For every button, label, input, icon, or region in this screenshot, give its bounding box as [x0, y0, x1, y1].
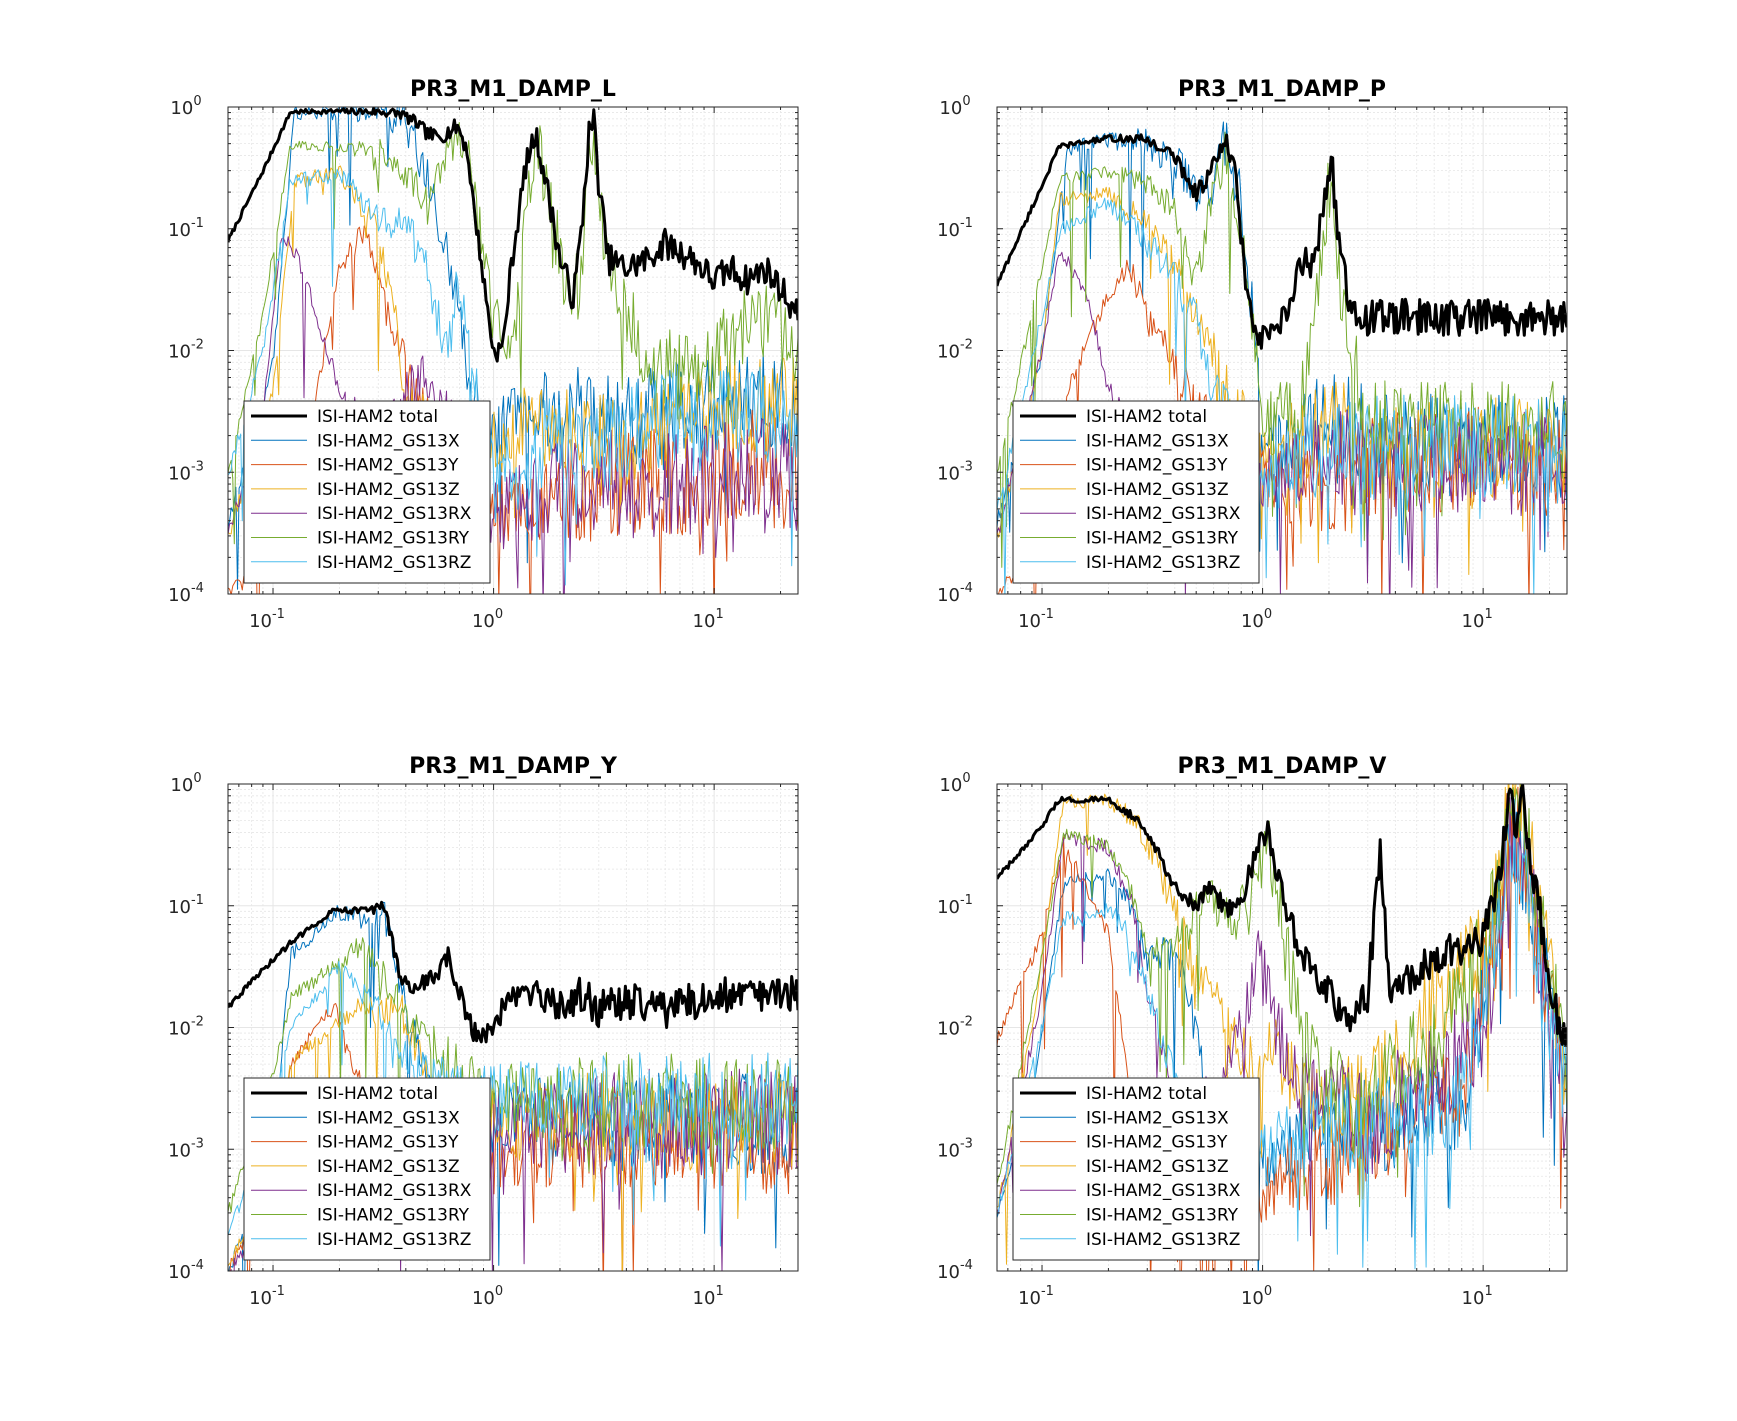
series-line-isi-ham2-gs13z — [997, 186, 1567, 575]
subplot-damp-p: PR3_M1_DAMP_P 10-1 100 10110-410-310-210-1… — [937, 77, 1568, 632]
x-tick-label: 10-1 — [249, 1284, 285, 1309]
y-tick-label: 10-1 — [937, 893, 973, 918]
series-line-isi-ham2-total — [997, 133, 1567, 350]
legend-label: ISI-HAM2_GS13RZ — [317, 1230, 471, 1250]
series-line-isi-ham2-total — [228, 107, 798, 363]
series-line-isi-ham2-total — [997, 784, 1567, 1046]
legend-label: ISI-HAM2_GS13RZ — [1086, 553, 1240, 573]
legend-label: ISI-HAM2_GS13RY — [317, 529, 470, 549]
y-tick-label: 10-2 — [937, 338, 973, 363]
legend: ISI-HAM2 total ISI-HAM2_GS13X ISI-HAM2_GS1… — [1012, 400, 1260, 584]
legend-label: ISI-HAM2_GS13X — [1086, 431, 1229, 451]
series-line-isi-ham2-gs13rx — [997, 251, 1567, 594]
legend-label: ISI-HAM2_GS13X — [317, 1108, 460, 1128]
series-group — [997, 784, 1567, 1271]
legend-label: ISI-HAM2_GS13Z — [317, 480, 460, 500]
legend-label: ISI-HAM2_GS13Z — [1086, 1157, 1229, 1177]
subplot-damp-l: PR3_M1_DAMP_L 10-1 100 10110-410-310-210-1… — [168, 77, 799, 632]
legend-label: ISI-HAM2_GS13RY — [1086, 529, 1239, 549]
legend-label: ISI-HAM2_GS13X — [317, 431, 460, 451]
series-group — [997, 121, 1567, 594]
series-line-isi-ham2-gs13z — [228, 165, 798, 553]
series-line-isi-ham2-gs13rx — [997, 797, 1567, 1237]
subplot-title: PR3_M1_DAMP_V — [1178, 754, 1387, 779]
legend: ISI-HAM2 total ISI-HAM2_GS13X ISI-HAM2_GS1… — [1012, 1077, 1260, 1261]
series-line-isi-ham2-gs13ry — [997, 131, 1567, 568]
series-line-isi-ham2-gs13ry — [228, 937, 798, 1250]
series-line-isi-ham2-gs13y — [997, 786, 1567, 1271]
legend-box — [243, 400, 491, 584]
legend-label: ISI-HAM2_GS13RY — [1086, 1206, 1239, 1226]
legend-label: ISI-HAM2_GS13RY — [317, 1206, 470, 1226]
series-line-isi-ham2-gs13rz — [997, 197, 1567, 594]
legend-label: ISI-HAM2_GS13RX — [1086, 504, 1241, 524]
legend-label: ISI-HAM2 total — [317, 407, 438, 427]
series-line-isi-ham2-gs13rz — [228, 960, 798, 1247]
series-line-isi-ham2-gs13y — [229, 1003, 798, 1271]
y-tick-label: 10-3 — [168, 459, 204, 484]
legend-label: ISI-HAM2_GS13RX — [1086, 1181, 1241, 1201]
legend-label: ISI-HAM2_GS13Y — [1086, 1133, 1228, 1153]
legend-label: ISI-HAM2 total — [1086, 1084, 1207, 1104]
legend: ISI-HAM2 total ISI-HAM2_GS13X ISI-HAM2_GS1… — [243, 400, 491, 584]
legend-box — [1012, 400, 1260, 584]
y-tick-label: 10-1 — [168, 216, 204, 241]
legend-label: ISI-HAM2_GS13X — [1086, 1108, 1229, 1128]
legend-label: ISI-HAM2_GS13RZ — [317, 553, 471, 573]
legend: ISI-HAM2 total ISI-HAM2_GS13X ISI-HAM2_GS1… — [243, 1077, 491, 1261]
legend-label: ISI-HAM2_GS13RX — [317, 504, 472, 524]
legend-label: ISI-HAM2_GS13Z — [317, 1157, 460, 1177]
legend-label: ISI-HAM2 total — [1086, 407, 1207, 427]
series-group — [228, 107, 798, 594]
legend-label: ISI-HAM2_GS13Y — [317, 1133, 459, 1153]
subplot-title: PR3_M1_DAMP_L — [410, 77, 616, 102]
y-tick-label: 10-3 — [168, 1136, 204, 1161]
subplot-damp-y: PR3_M1_DAMP_Y 10-1 100 10110-410-310-210-1… — [168, 754, 799, 1309]
subplot-damp-v: PR3_M1_DAMP_V 10-1 100 10110-410-310-210-1… — [937, 754, 1568, 1309]
series-line-isi-ham2-gs13rz — [997, 799, 1567, 1270]
series-line-isi-ham2-gs13ry — [228, 122, 798, 545]
series-line-isi-ham2-total — [228, 900, 798, 1044]
legend-label: ISI-HAM2_GS13Z — [1086, 480, 1229, 500]
subplot-title: PR3_M1_DAMP_Y — [409, 754, 618, 779]
legend-box — [243, 1077, 491, 1261]
series-line-isi-ham2-gs13rz — [228, 168, 798, 586]
legend-label: ISI-HAM2_GS13Y — [317, 456, 459, 476]
subplot-title: PR3_M1_DAMP_P — [1178, 77, 1386, 102]
legend-label: ISI-HAM2_GS13Y — [1086, 456, 1228, 476]
legend-label: ISI-HAM2 total — [317, 1084, 438, 1104]
y-tick-label: 10-1 — [168, 893, 204, 918]
legend-label: ISI-HAM2_GS13RX — [317, 1181, 472, 1201]
legend-label: ISI-HAM2_GS13RZ — [1086, 1230, 1240, 1250]
legend-box — [1012, 1077, 1260, 1261]
